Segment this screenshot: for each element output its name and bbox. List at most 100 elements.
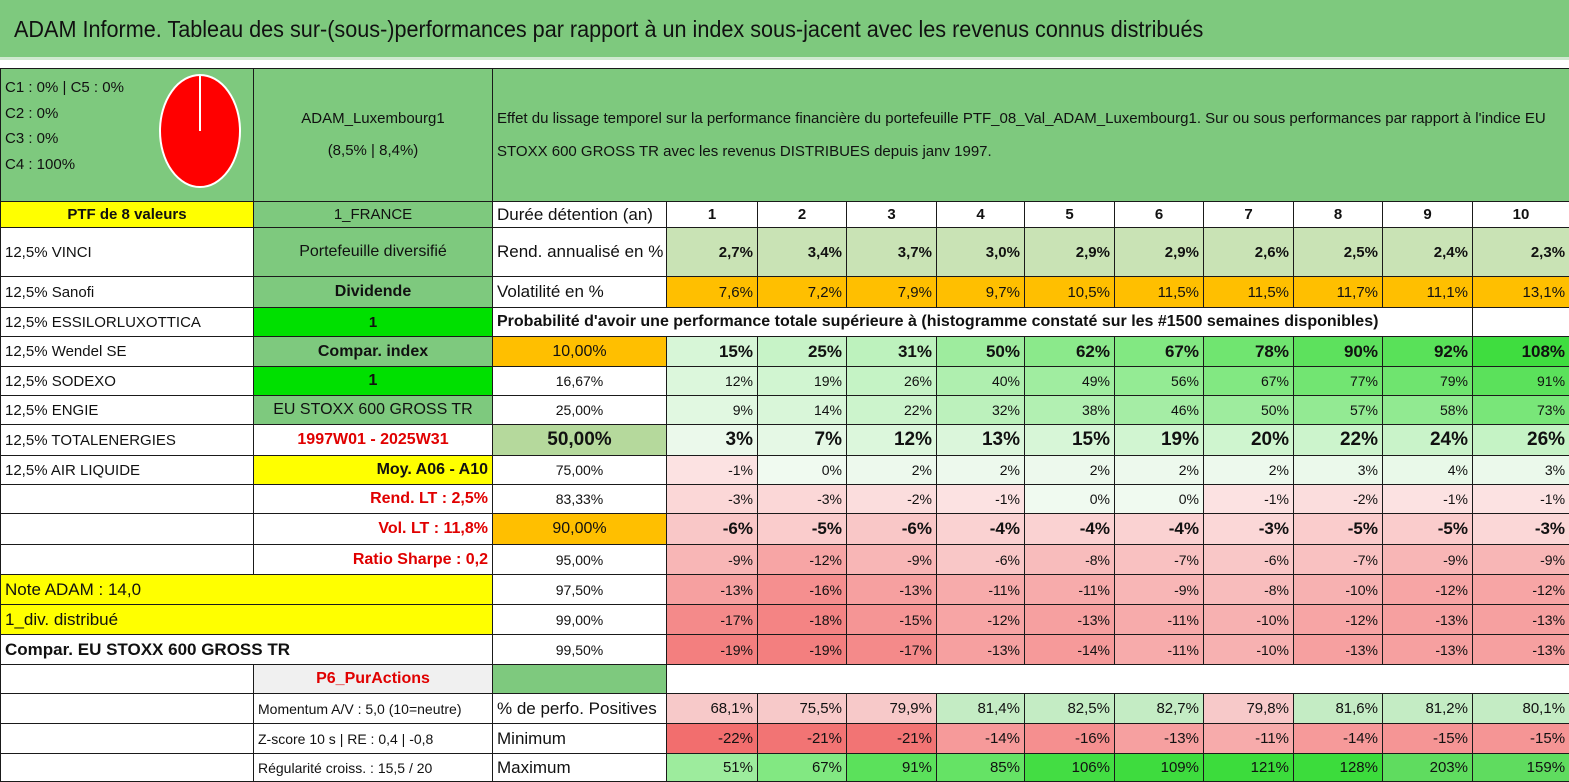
min-value: -11% <box>1203 723 1294 754</box>
min-value: -22% <box>666 723 758 754</box>
quantile-value: 19% <box>1114 424 1204 456</box>
quantile-value: -9% <box>1382 544 1473 575</box>
quantile-value: -10% <box>1203 634 1294 665</box>
quantile-value: -2% <box>846 484 937 514</box>
quantile-value: -13% <box>1293 634 1383 665</box>
style-value: 1 <box>253 307 493 337</box>
quantile-value: 4% <box>1382 455 1473 485</box>
quantile-value: -9% <box>846 544 937 575</box>
year-header: 5 <box>1024 201 1115 228</box>
quantile-value: 38% <box>1024 395 1115 425</box>
quantile-value: -12% <box>1382 574 1473 605</box>
quantile-value: -14% <box>1024 634 1115 665</box>
max-value: 85% <box>936 753 1025 782</box>
quantile-value: 40% <box>936 366 1025 396</box>
empty-cell <box>0 723 254 754</box>
empty-cell <box>0 753 254 782</box>
portfolio-style: Dividende <box>253 276 493 308</box>
year-header: 4 <box>936 201 1025 228</box>
quantile-value: 62% <box>1024 336 1115 367</box>
legend-line: C4 : 100% <box>5 155 76 173</box>
portfolio-country: 1_FRANCE <box>253 201 493 228</box>
quantile-value: 14% <box>757 395 847 425</box>
portfolio-rates: (8,5% | 8,4%) <box>327 142 419 159</box>
empty-cell <box>0 544 254 575</box>
min-value: -15% <box>1382 723 1473 754</box>
holding-row: 12,5% Sanofi <box>0 276 254 308</box>
min-value: -16% <box>1024 723 1115 754</box>
duration-label: Durée détention (an) <box>492 201 667 228</box>
quantile-value: 7% <box>757 424 847 456</box>
quantile-value: -3% <box>757 484 847 514</box>
quantile-value: 20% <box>1203 424 1294 456</box>
momentum: Momentum A/V : 5,0 (10=neutre) <box>253 693 493 724</box>
min-value: -21% <box>846 723 937 754</box>
quantile-label: 95,00% <box>492 544 667 575</box>
holding-row: 12,5% VINCI <box>0 227 254 277</box>
quantile-value: 32% <box>936 395 1025 425</box>
pos-value: 81,6% <box>1293 693 1383 724</box>
quantile-value: -2% <box>1293 484 1383 514</box>
quantile-value: 67% <box>1114 336 1204 367</box>
portfolio-name-cell: ADAM_Luxembourg1 (8,5% | 8,4%) <box>253 68 493 202</box>
quantile-value: -6% <box>1203 544 1294 575</box>
quantile-value: 67% <box>1203 366 1294 396</box>
allocation-legend: C1 : 0% | C5 : 0% C2 : 0% C3 : 0% C4 : 1… <box>5 75 124 177</box>
quantile-value: 2% <box>1114 455 1204 485</box>
quantile-value: 56% <box>1114 366 1204 396</box>
page-title: ADAM Informe. Tableau des sur-(sous-)per… <box>14 16 1204 42</box>
compar-label: Compar. index <box>253 336 493 367</box>
pos-value: 82,7% <box>1114 693 1204 724</box>
rend-value: 3,7% <box>846 227 937 277</box>
quantile-label: 16,67% <box>492 366 667 396</box>
quantile-value: -7% <box>1293 544 1383 575</box>
holding-row: 12,5% SODEXO <box>0 366 254 396</box>
quantile-label: 99,00% <box>492 604 667 635</box>
vol-lt: Vol. LT : 11,8% <box>253 513 493 545</box>
quantile-value: 0% <box>1024 484 1115 514</box>
legend-line: C2 : 0% <box>5 104 59 122</box>
sharpe-ratio: Ratio Sharpe : 0,2 <box>253 544 493 575</box>
quantile-value: -13% <box>1382 604 1473 635</box>
quantile-value: 79% <box>1382 366 1473 396</box>
max-value: 106% <box>1024 753 1115 782</box>
min-value: -14% <box>1293 723 1383 754</box>
quantile-value: -9% <box>666 544 758 575</box>
vol-value: 7,9% <box>846 276 937 308</box>
quantile-value: -13% <box>1382 634 1473 665</box>
quantile-value: 22% <box>846 395 937 425</box>
min-value: -15% <box>1471 723 1569 754</box>
holding-row: 12,5% ENGIE <box>0 395 254 425</box>
quantile-value: 78% <box>1203 336 1294 367</box>
quantile-label: 83,33% <box>492 484 667 514</box>
quantile-value: -17% <box>666 604 758 635</box>
vol-value: 7,2% <box>757 276 847 308</box>
quantile-value: 15% <box>666 336 758 367</box>
quantile-value: 57% <box>1293 395 1383 425</box>
max-value: 203% <box>1382 753 1473 782</box>
empty-cell <box>0 484 254 514</box>
quantile-value: -12% <box>1293 604 1383 635</box>
quantile-value: -11% <box>936 574 1025 605</box>
quantile-value: 12% <box>846 424 937 456</box>
quantile-value: 2% <box>1024 455 1115 485</box>
pos-value: 80,1% <box>1471 693 1569 724</box>
quantile-value: 0% <box>757 455 847 485</box>
quantile-value: -5% <box>1293 513 1383 545</box>
compar-value: 1 <box>253 366 493 396</box>
max-label: Maximum <box>492 753 667 782</box>
quantile-label: 10,00% <box>492 336 667 367</box>
quantile-value: -1% <box>1203 484 1294 514</box>
regularite: Régularité croiss. : 15,5 / 20 <box>253 753 493 782</box>
quantile-label: 97,50% <box>492 574 667 605</box>
allocation-pie-chart <box>159 74 241 188</box>
portfolio-count: PTF de 8 valeurs <box>0 201 254 228</box>
quantile-value: -8% <box>1203 574 1294 605</box>
quantile-value: -5% <box>1382 513 1473 545</box>
holding-row: 12,5% TOTALENERGIES <box>0 424 254 456</box>
quantile-value: -1% <box>936 484 1025 514</box>
min-value: -21% <box>757 723 847 754</box>
year-header: 2 <box>757 201 847 228</box>
dividend-label: 1_div. distribué <box>0 604 493 635</box>
pos-value: 81,2% <box>1382 693 1473 724</box>
